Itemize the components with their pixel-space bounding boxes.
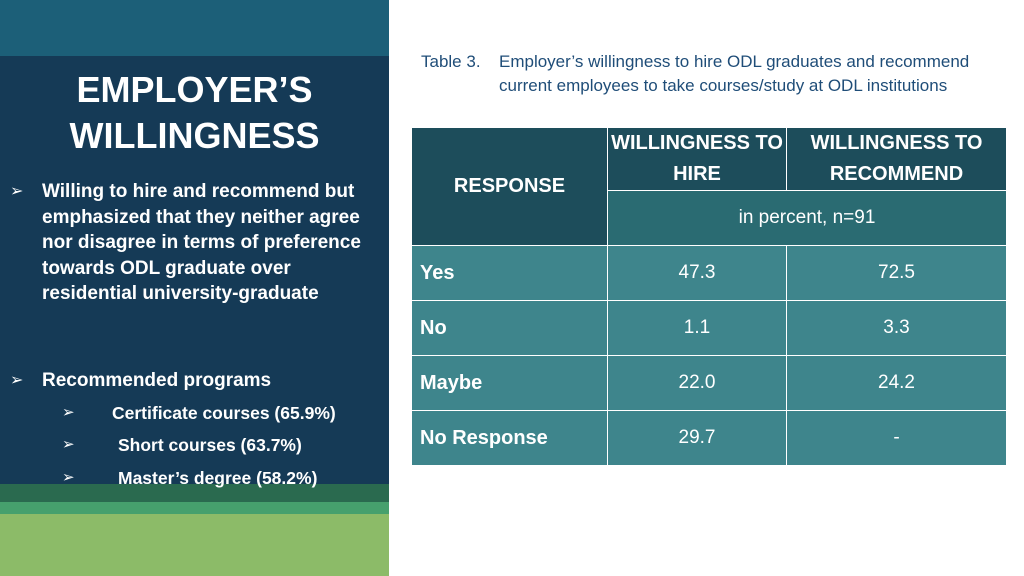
table-row: Yes 47.3 72.5 [411,245,1007,301]
row-label: No Response [411,410,608,466]
subbullet-text: Master’s degree (58.2%) [118,468,318,488]
hire-value: 1.1 [607,300,787,356]
caption-text: Employer’s willingness to hire ODL gradu… [499,52,970,95]
row-label: Yes [411,245,608,301]
left-panel [0,0,389,576]
row-label: Maybe [411,355,608,411]
table-row: No 1.1 3.3 [411,300,1007,356]
table-row: No Response 29.7 - [411,410,1007,466]
green-band-dark [0,484,389,502]
row-label: No [411,300,608,356]
recommend-value: 24.2 [786,355,1007,411]
caption-label: Table 3. [421,52,481,71]
hire-header: WILLINGNESS TO HIRE [607,127,787,191]
hire-value: 47.3 [607,245,787,301]
green-band-light [0,514,389,576]
top-band [0,0,389,56]
recommend-value: - [786,410,1007,466]
willingness-table: RESPONSE WILLINGNESS TO HIRE WILLINGNESS… [411,127,1007,466]
arrow-bullet-icon: ➢ [62,469,75,486]
hire-value: 22.0 [607,355,787,411]
table-row: Maybe 22.0 24.2 [411,355,1007,411]
arrow-bullet-icon: ➢ [62,404,75,421]
arrow-bullet-icon: ➢ [10,183,24,200]
bullet-text: Willing to hire and recommend but emphas… [42,181,361,304]
green-band-mid [0,502,389,514]
arrow-bullet-icon: ➢ [10,372,24,389]
subbullet-text: Certificate courses (65.9%) [112,403,336,423]
hire-value: 29.7 [607,410,787,466]
arrow-bullet-icon: ➢ [62,436,75,453]
recommend-header: WILLINGNESS TO RECOMMEND [786,127,1007,191]
subbullet-text: Short courses (63.7%) [118,435,302,455]
recommend-value: 3.3 [786,300,1007,356]
bullet-text: Recommended programs [42,370,272,391]
title-line-2: WILLINGNESS [69,115,320,156]
title-line-1: EMPLOYER’S [76,69,313,110]
slide-title: EMPLOYER’S WILLINGNESS [0,67,389,159]
recommend-value: 72.5 [786,245,1007,301]
response-header: RESPONSE [411,127,608,246]
units-header: in percent, n=91 [607,190,1007,246]
